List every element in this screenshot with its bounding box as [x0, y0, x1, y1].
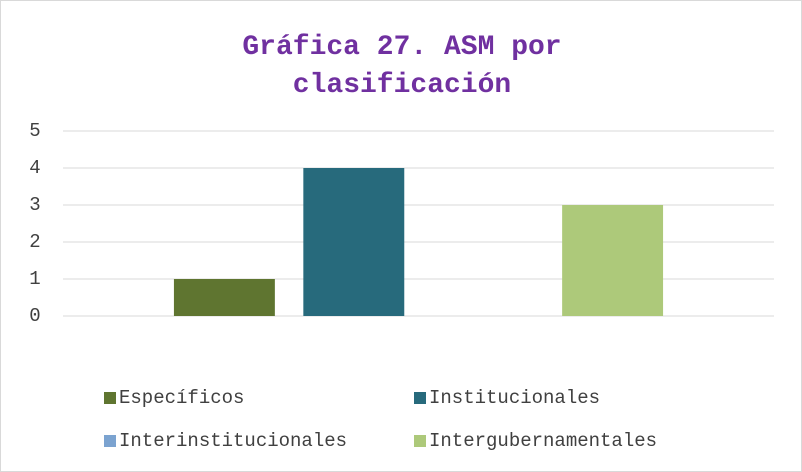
- legend-swatch: [104, 435, 116, 447]
- legend-label: Institucionales: [429, 387, 600, 409]
- legend-label: Interinstitucionales: [119, 430, 347, 452]
- legend-label: Intergubernamentales: [429, 430, 657, 452]
- y-tick-label: 2: [29, 231, 40, 253]
- legend-swatch: [414, 392, 426, 404]
- y-tick-label: 3: [29, 194, 40, 216]
- legend-label: Específicos: [119, 387, 244, 409]
- y-tick-label: 5: [29, 120, 40, 142]
- bar: [173, 279, 275, 316]
- chart-title: Gráfica 27. ASM por clasificación: [242, 32, 562, 101]
- y-tick-label: 0: [29, 305, 40, 327]
- legend-swatch: [104, 392, 116, 404]
- y-tick-label: 1: [29, 268, 40, 290]
- y-tick-label: 4: [29, 157, 40, 179]
- bar: [562, 205, 664, 316]
- bar: [303, 168, 405, 316]
- legend-swatch: [414, 435, 426, 447]
